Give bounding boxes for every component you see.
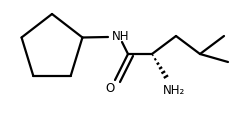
Text: NH: NH xyxy=(112,30,129,44)
Text: O: O xyxy=(105,82,115,95)
Text: NH₂: NH₂ xyxy=(163,84,185,97)
